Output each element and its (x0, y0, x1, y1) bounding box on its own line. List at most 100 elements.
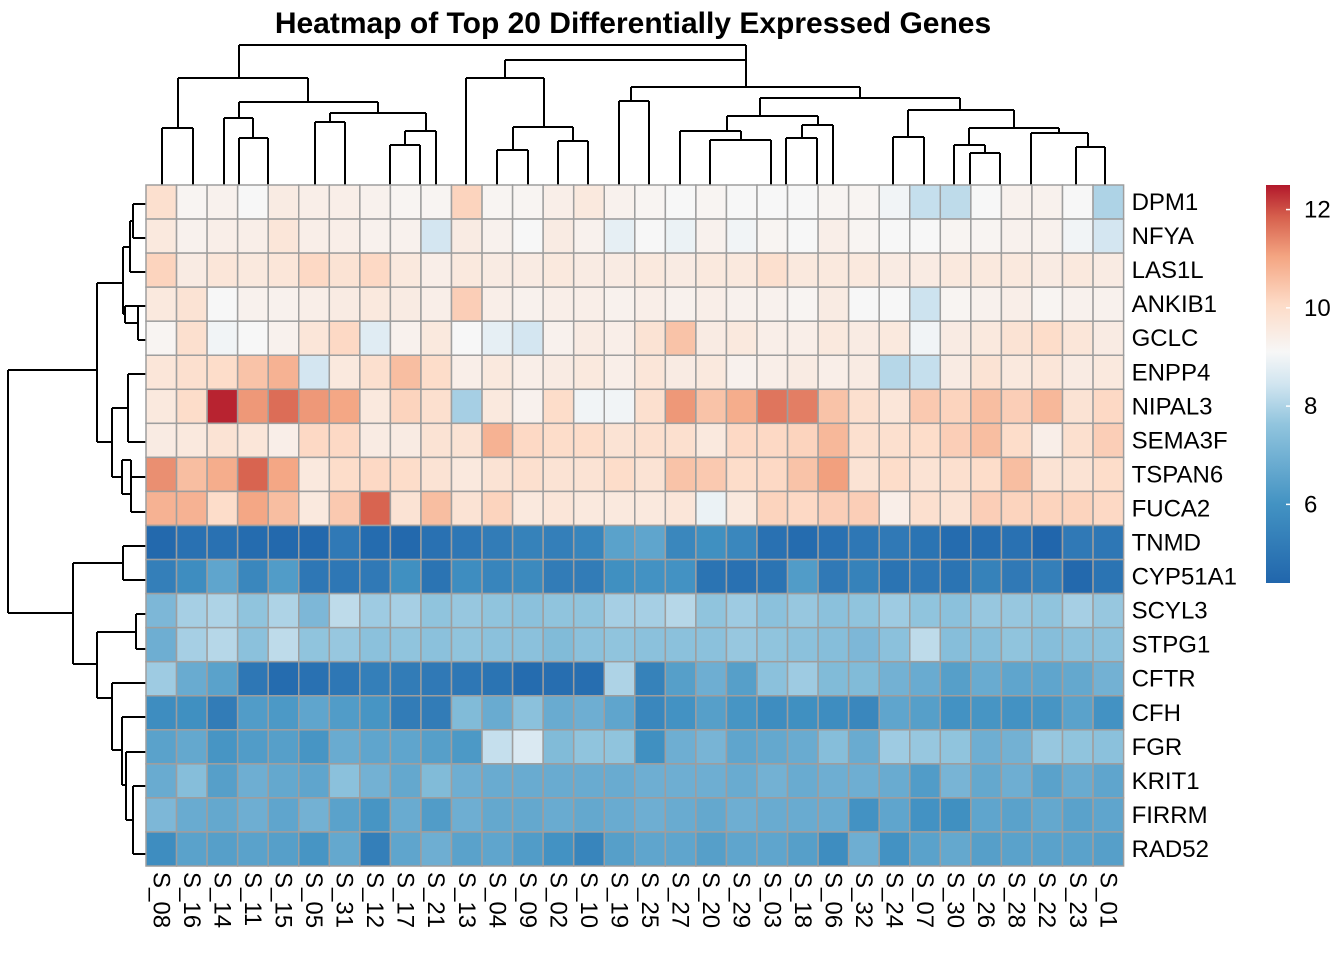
column-label-s_03: S_03 (758, 872, 785, 928)
heatmap-cell-enpp4-s_20 (695, 354, 728, 391)
heatmap-cell-ankib1-s_10 (572, 286, 606, 322)
heatmap-cell-enpp4-s_01 (1092, 354, 1125, 391)
heatmap-cell-fuca2-s_28 (1000, 490, 1033, 527)
heatmap-cell-nfya-s_21 (420, 218, 453, 254)
heatmap-cell-tspan6-s_22 (1031, 456, 1064, 493)
row-label-gclc: GCLC (1132, 325, 1199, 352)
column-label-s_23: S_23 (1064, 872, 1091, 928)
heatmap-cell-fuca2-s_18 (786, 490, 819, 527)
heatmap-cell-nipal3-s_14 (206, 388, 239, 425)
heatmap-cell-firrm-s_31 (328, 797, 361, 833)
heatmap-cell-las1l-s_26 (970, 252, 1003, 288)
heatmap-cell-nfya-s_17 (389, 218, 422, 254)
heatmap-cell-cyp51a1-s_12 (359, 558, 392, 595)
heatmap-cell-gclc-s_15 (267, 320, 300, 357)
heatmap-cell-dpm1-s_15 (267, 184, 300, 220)
heatmap-cell-cfh-s_01 (1092, 695, 1125, 731)
heatmap-cell-tspan6-s_16 (175, 456, 208, 493)
heatmap-cell-nipal3-s_29 (725, 388, 758, 425)
heatmap-cell-cyp51a1-s_17 (389, 558, 422, 595)
heatmap-cell-las1l-s_14 (206, 252, 239, 288)
heatmap-cell-ankib1-s_09 (511, 286, 544, 322)
heatmap-cell-enpp4-s_03 (756, 354, 789, 391)
heatmap-cell-sema3f-s_27 (664, 422, 697, 459)
heatmap-cell-stpg1-s_05 (298, 626, 331, 663)
heatmap-cell-stpg1-s_03 (756, 626, 789, 663)
heatmap-cell-cyp51a1-s_15 (267, 558, 300, 595)
heatmap-cell-nipal3-s_02 (542, 388, 575, 425)
heatmap-cell-nfya-s_24 (878, 218, 911, 254)
heatmap-cell-fuca2-s_09 (511, 490, 544, 527)
heatmap-cell-enpp4-s_07 (909, 354, 942, 391)
heatmap-cell-sema3f-s_20 (695, 422, 728, 459)
column-label-s_17: S_17 (392, 872, 419, 928)
heatmap-cell-tspan6-s_18 (786, 456, 819, 493)
heatmap-cell-fgr-s_09 (511, 729, 544, 765)
heatmap-cell-dpm1-s_13 (450, 184, 483, 220)
heatmap-cell-tspan6-s_23 (1061, 456, 1094, 493)
heatmap-cell-dpm1-s_08 (145, 184, 178, 220)
heatmap-cell-krit1-s_08 (145, 763, 178, 799)
heatmap-cell-fuca2-s_17 (389, 490, 422, 527)
heatmap-cell-fgr-s_25 (634, 729, 667, 765)
heatmap-cell-fgr-s_12 (359, 729, 392, 765)
heatmap-cell-cftr-s_24 (878, 660, 911, 697)
heatmap-cell-nfya-s_27 (664, 218, 697, 254)
heatmap-cell-scyl3-s_18 (786, 592, 819, 629)
heatmap-cell-cftr-s_16 (175, 660, 208, 697)
heatmap-cell-rad52-s_09 (511, 831, 544, 867)
heatmap-cell-krit1-s_21 (420, 763, 453, 799)
heatmap-cell-nipal3-s_18 (786, 388, 819, 425)
heatmap-cell-sema3f-s_31 (328, 422, 361, 459)
heatmap-cell-cyp51a1-s_11 (236, 558, 269, 595)
heatmap-cell-rad52-s_24 (878, 831, 911, 867)
heatmap-cell-dpm1-s_03 (756, 184, 789, 220)
heatmap-cell-dpm1-s_28 (1000, 184, 1033, 220)
heatmap-cell-ankib1-s_22 (1031, 286, 1064, 322)
heatmap-cell-scyl3-s_09 (511, 592, 544, 629)
heatmap-cell-tspan6-s_12 (359, 456, 392, 493)
row-dendrogram (7, 203, 146, 855)
column-label-s_29: S_29 (728, 872, 755, 928)
heatmap-cell-scyl3-s_30 (939, 592, 972, 629)
heatmap-cell-ankib1-s_32 (847, 286, 880, 322)
heatmap-cell-stpg1-s_15 (267, 626, 300, 663)
heatmap-cell-cftr-s_29 (725, 660, 758, 697)
column-label-s_26: S_26 (972, 872, 999, 928)
heatmap-cell-dpm1-s_11 (236, 184, 269, 220)
heatmap-cell-enpp4-s_32 (847, 354, 880, 391)
heatmap-cell-nfya-s_02 (542, 218, 575, 254)
heatmap-cell-krit1-s_14 (206, 763, 239, 799)
heatmap-cell-ankib1-s_23 (1061, 286, 1094, 322)
heatmap-cell-nfya-s_22 (1031, 218, 1064, 254)
heatmap-cell-nfya-s_11 (236, 218, 269, 254)
heatmap-cell-las1l-s_23 (1061, 252, 1094, 288)
heatmap-cell-krit1-s_16 (175, 763, 208, 799)
heatmap-cell-dpm1-s_25 (634, 184, 667, 220)
row-label-krit1: KRIT1 (1132, 768, 1200, 795)
heatmap-cell-krit1-s_18 (786, 763, 819, 799)
heatmap-cell-nfya-s_05 (298, 218, 331, 254)
heatmap-cell-dpm1-s_05 (298, 184, 331, 220)
heatmap-cell-krit1-s_01 (1092, 763, 1125, 799)
heatmap-cell-tspan6-s_19 (603, 456, 636, 493)
heatmap-cell-cyp51a1-s_04 (481, 558, 514, 595)
heatmap-cell-tnmd-s_10 (572, 524, 606, 561)
heatmap-cell-ankib1-s_17 (389, 286, 422, 322)
heatmap-cell-cyp51a1-s_31 (328, 558, 361, 595)
heatmap-cell-cftr-s_26 (970, 660, 1003, 697)
heatmap-cell-firrm-s_29 (725, 797, 758, 833)
heatmap-cell-tspan6-s_25 (634, 456, 667, 493)
heatmap-cell-krit1-s_05 (298, 763, 331, 799)
heatmap-cell-nfya-s_25 (634, 218, 667, 254)
heatmap-cell-las1l-s_20 (695, 252, 728, 288)
heatmap-cell-cfh-s_12 (359, 695, 392, 731)
heatmap-cell-nipal3-s_26 (970, 388, 1003, 425)
heatmap-cell-rad52-s_12 (359, 831, 392, 867)
heatmap-cell-cfh-s_32 (847, 695, 880, 731)
row-label-fuca2: FUCA2 (1132, 495, 1211, 522)
heatmap-cell-fgr-s_21 (420, 729, 453, 765)
heatmap-cell-las1l-s_32 (847, 252, 880, 288)
heatmap-cell-cftr-s_01 (1092, 660, 1125, 697)
heatmap-cell-firrm-s_12 (359, 797, 392, 833)
